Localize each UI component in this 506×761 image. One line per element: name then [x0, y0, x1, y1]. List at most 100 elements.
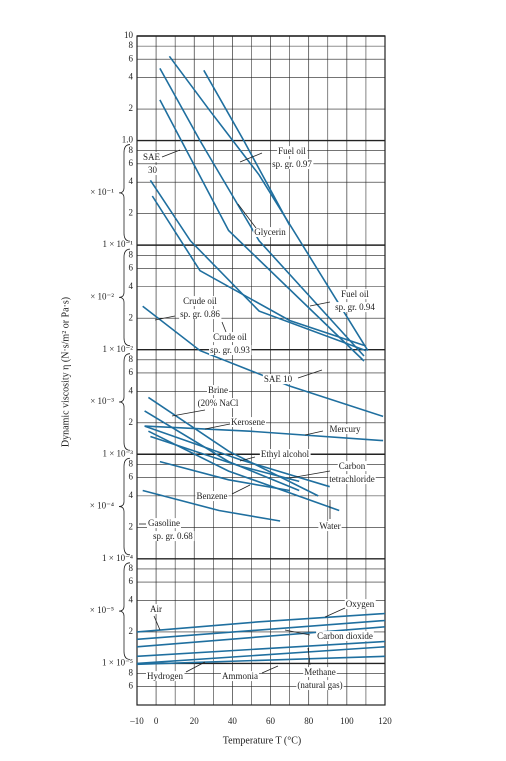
curve-label: Oxygen [346, 599, 375, 609]
y-tick-label: 2 [129, 103, 134, 113]
x-tick-label: 120 [378, 716, 392, 726]
viscosity-curve [203, 69, 291, 226]
y-tick-label: 6 [129, 472, 134, 482]
curve-label: sp. gr. 0.94 [335, 302, 375, 312]
label-arrow [154, 315, 176, 321]
label-bg [344, 599, 376, 610]
decade-label: × 10⁻² [90, 291, 114, 301]
y-tick-label: 4 [129, 490, 134, 500]
y-tick-label: 6 [129, 158, 134, 168]
y-tick-label: 8 [129, 354, 134, 364]
y-tick-label: 8 [129, 458, 134, 468]
label-bg [146, 671, 185, 682]
curve-label: sp. gr. 0.68 [153, 531, 193, 541]
curve-label: Methane [304, 667, 336, 677]
y-tick-label: 1 × 10⁻² [102, 344, 133, 354]
viscosity-curve [144, 425, 330, 488]
viscosity-curve [136, 619, 386, 641]
label-arrow [289, 470, 331, 479]
y-tick-label: 8 [129, 563, 134, 573]
y-tick-label: 6 [129, 262, 134, 272]
viscosity-curve [142, 305, 384, 418]
curve-label: Crude oil [183, 296, 217, 306]
decade-brace [118, 248, 131, 347]
label-bg [196, 398, 240, 409]
label-arrow [324, 607, 346, 618]
y-tick-label: 2 [129, 417, 134, 427]
label-bg [262, 374, 294, 385]
y-tick-label: 2 [129, 626, 134, 636]
label-bg [212, 332, 249, 343]
viscosity-curve [142, 489, 281, 522]
viscosity-curve [136, 626, 386, 648]
x-tick-label: 100 [340, 716, 354, 726]
x-tick-label: 60 [266, 716, 276, 726]
y-tick-label: 2 [129, 312, 134, 322]
y-tick-label: 4 [129, 385, 134, 395]
viscosity-curve [151, 195, 365, 347]
curve-label: Water [319, 521, 340, 531]
curve-label: Crude oil [213, 332, 247, 342]
label-arrow [231, 484, 251, 495]
curve-label: Gasoline [148, 518, 180, 528]
curve-label: sp. gr. 0.86 [180, 309, 220, 319]
plot-frame [136, 35, 386, 706]
label-arrow [309, 301, 331, 307]
y-tick-label: 2 [129, 208, 134, 218]
curve-label: (20% NaCl [198, 398, 239, 408]
label-bg [271, 159, 314, 170]
curve-label: Fuel oil [278, 146, 306, 156]
label-arrow [239, 456, 256, 462]
x-tick-label: –10 [129, 716, 144, 726]
label-bg [209, 345, 252, 356]
label-bg [221, 671, 260, 682]
x-tick-label: 20 [190, 716, 200, 726]
label-bg [328, 474, 376, 485]
label-bg [182, 296, 219, 307]
y-tick-label: 8 [129, 249, 134, 259]
y-tick-label: 6 [129, 367, 134, 377]
y-tick-label: 1 × 10⁻³ [102, 448, 133, 458]
curve-label: sp. gr. 0.97 [272, 159, 312, 169]
y-tick-label: 2 [129, 521, 134, 531]
viscosity-curve [136, 646, 386, 665]
viscosity-curve [168, 55, 369, 352]
viscosity-curve [159, 460, 290, 492]
curve-label: Brine [208, 385, 228, 395]
label-bg [230, 417, 266, 428]
label-bg [149, 604, 163, 615]
label-arrow [297, 369, 323, 379]
curve-label: Mercury [330, 424, 361, 434]
y-tick-label: 8 [129, 145, 134, 155]
decade-brace [118, 353, 131, 451]
y-tick-label: 6 [129, 576, 134, 586]
viscosity-curve [149, 179, 367, 352]
y-tick-label: 1 × 10⁻⁵ [102, 657, 133, 667]
curve-label: SAE [143, 152, 161, 162]
label-bg [318, 521, 342, 532]
curve-label: tetrachloride [329, 474, 374, 484]
label-bg [259, 449, 311, 460]
y-tick-label: 10 [124, 30, 134, 40]
viscosity-curve [159, 99, 365, 362]
curve-label: Hydrogen [147, 671, 183, 681]
decade-label: × 10⁻³ [90, 396, 114, 406]
y-tick-label: 1 × 10⁻¹ [102, 239, 133, 249]
y-tick-label: 6 [129, 53, 134, 63]
label-bg [195, 491, 229, 502]
label-bg [147, 165, 159, 176]
label-bg [253, 227, 288, 238]
label-bg [337, 461, 367, 472]
viscosity-curve [148, 430, 340, 512]
x-axis-title: Temperature T (°C) [223, 735, 301, 746]
curve-label: SAE 10 [264, 374, 293, 384]
viscosity-curve [159, 68, 365, 357]
curve-label: Glycerin [254, 227, 286, 237]
viscosity-curve [136, 655, 386, 666]
label-arrow [261, 665, 279, 674]
curve-label: Ammonia [222, 671, 258, 681]
label-bg [340, 289, 371, 300]
label-bg [316, 631, 374, 642]
decade-label: × 10⁻⁴ [90, 501, 114, 511]
curve-label: Fuel oil [341, 289, 369, 299]
